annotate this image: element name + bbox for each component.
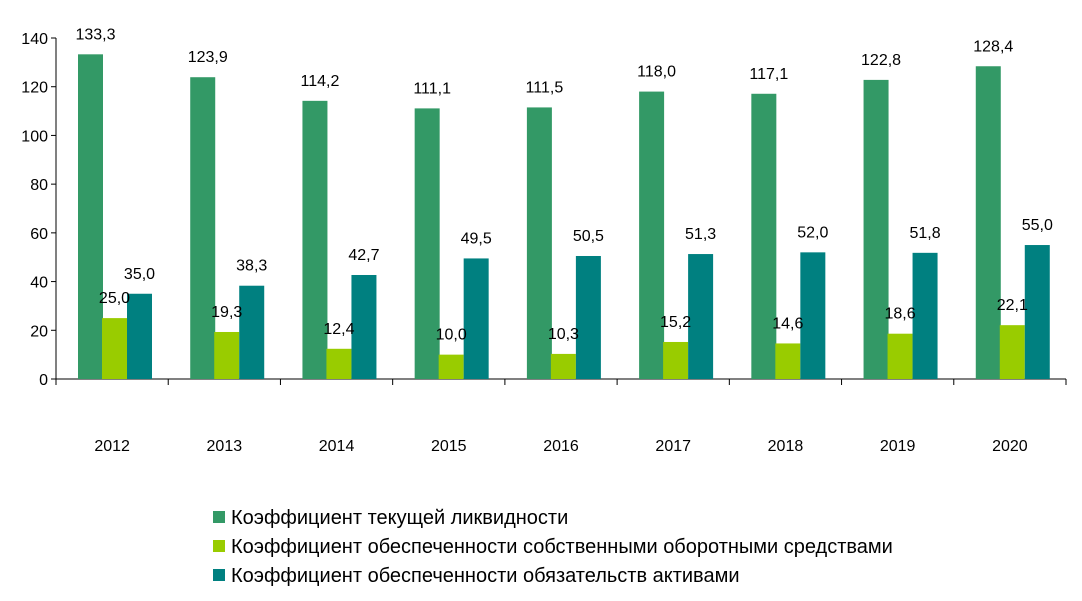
- data-label-series-3: 50,5: [573, 228, 604, 245]
- bar-series-2: [663, 341, 689, 379]
- bar-series-2: [214, 331, 240, 379]
- data-label-series-3: 49,5: [461, 230, 492, 247]
- bar-series-3: [463, 258, 489, 379]
- bar-series-3: [912, 252, 938, 379]
- y-tick-label: 120: [21, 80, 48, 97]
- bar-series-2: [438, 354, 464, 379]
- x-tick-label: 2016: [543, 438, 579, 455]
- y-tick-label: 140: [21, 31, 48, 48]
- y-tick-labels: 0 20 40 60 80 100 120 140: [21, 31, 48, 389]
- bar-series-2: [550, 353, 576, 379]
- legend-label: Коэффициент обеспеченности обязательств …: [231, 565, 740, 587]
- legend-swatch: [213, 569, 225, 581]
- data-label-series-3: 51,8: [909, 225, 940, 242]
- x-tick-label: 2015: [431, 438, 467, 455]
- bar-series-2: [326, 348, 352, 379]
- x-tick-label: 2019: [880, 438, 916, 455]
- bar-series-1: [414, 108, 440, 379]
- data-label-series-1: 117,1: [749, 66, 788, 83]
- bar-series-1: [975, 66, 1001, 380]
- bar-series-3: [575, 255, 601, 379]
- legend-label: Коэффициент обеспеченности собственными …: [231, 536, 893, 558]
- legend-swatch: [213, 540, 225, 552]
- data-label-series-2: 15,2: [660, 314, 691, 331]
- x-tick-label: 2013: [207, 438, 243, 455]
- y-tick-label: 80: [30, 177, 48, 194]
- y-tick-label: 0: [39, 372, 48, 389]
- bar-series-1: [526, 107, 552, 380]
- y-tick-label: 60: [30, 226, 48, 243]
- data-label-series-1: 111,5: [526, 79, 564, 96]
- y-tick-label: 20: [30, 323, 48, 340]
- x-tick-label: 2017: [655, 438, 691, 455]
- bar-series-3: [127, 293, 152, 379]
- x-tick-labels: 2012 2013 2014 2015 2016 2017 2018 2019 2020: [94, 438, 1027, 455]
- x-tick-label: 2018: [768, 438, 804, 455]
- data-label-series-2: 10,3: [548, 326, 579, 343]
- data-label-series-3: 38,3: [236, 258, 267, 275]
- data-label-series-3: 52,0: [797, 224, 828, 241]
- data-label-series-2: 12,4: [323, 321, 354, 338]
- bar-series-1: [78, 54, 103, 380]
- bar-series-2: [887, 333, 913, 379]
- data-label-series-1: 122,8: [861, 52, 901, 69]
- bar-series-1: [190, 77, 216, 379]
- data-label-series-1: 123,9: [188, 49, 228, 66]
- data-label-series-2: 19,3: [211, 304, 242, 321]
- bar-series-1: [863, 79, 889, 379]
- bar-series-2: [775, 343, 801, 379]
- data-label-series-1: 111,1: [413, 80, 451, 97]
- data-label-series-3: 55,0: [1022, 217, 1053, 234]
- data-label-series-3: 42,7: [348, 247, 379, 264]
- bar-series-2: [102, 318, 127, 379]
- y-tick-label: 100: [21, 128, 48, 145]
- x-tick-label: 2020: [992, 438, 1028, 455]
- data-label-series-2: 18,6: [884, 306, 915, 323]
- bar-series-1: [751, 93, 777, 379]
- bar-series-3: [1024, 245, 1050, 379]
- data-labels: 133,3 123,9 114,2 111,1 111,5 118,0 117,1 122,8…: [75, 26, 1052, 343]
- data-label-series-1: 128,4: [973, 38, 1013, 55]
- bar-series-1: [639, 91, 665, 379]
- data-label-series-1: 114,2: [301, 73, 340, 90]
- bar-series-3: [351, 274, 377, 379]
- x-tick-label: 2012: [94, 438, 130, 455]
- data-label-series-2: 10,0: [436, 327, 467, 344]
- data-label-series-3: 35,0: [124, 266, 155, 283]
- bar-series-3: [688, 254, 714, 379]
- y-tick-label: 40: [30, 275, 48, 292]
- bar-series-3: [800, 252, 826, 379]
- data-label-series-1: 118,0: [637, 64, 676, 81]
- data-label-series-3: 51,3: [685, 226, 716, 243]
- legend-label: Коэффициент текущей ликвидности: [231, 507, 568, 529]
- bars: [78, 54, 1050, 380]
- bar-series-2: [999, 325, 1025, 379]
- x-tick-label: 2014: [319, 438, 355, 455]
- data-label-series-2: 22,1: [997, 297, 1028, 314]
- bar-series-1: [302, 100, 328, 379]
- data-label-series-2: 25,0: [99, 290, 130, 307]
- legend: Коэффициент текущей ликвидности Коэффицие…: [213, 507, 893, 587]
- data-label-series-1: 133,3: [75, 26, 115, 43]
- legend-swatch: [213, 511, 225, 523]
- data-label-series-2: 14,6: [772, 315, 803, 332]
- bar-series-3: [239, 285, 265, 379]
